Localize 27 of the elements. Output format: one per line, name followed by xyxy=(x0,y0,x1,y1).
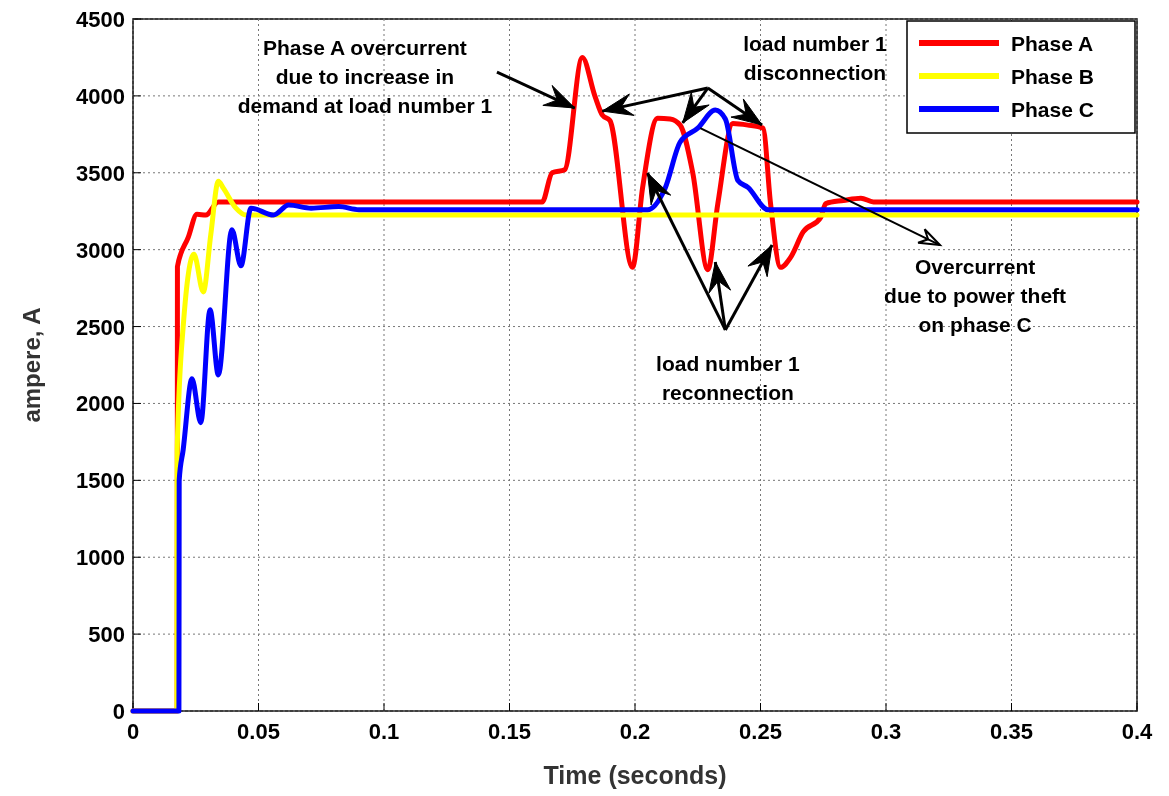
y-tick-label: 2500 xyxy=(76,314,125,340)
x-tick-label: 0.25 xyxy=(739,719,782,744)
x-tick-label: 0.1 xyxy=(368,719,400,744)
x-tick-label: 0.3 xyxy=(870,719,902,744)
y-tick-label: 4000 xyxy=(76,83,125,109)
x-tick-label: 0.2 xyxy=(619,719,651,744)
y-tick-label: 1500 xyxy=(76,468,125,494)
x-tick-label: 0.15 xyxy=(488,719,531,744)
annotation: load number 1 disconnection xyxy=(743,32,888,85)
x-tick-label: 0.05 xyxy=(237,719,280,744)
y-tick-label: 1000 xyxy=(76,545,125,571)
x-tick-label: 0.4 xyxy=(1121,719,1154,744)
x-tick-label: 0.35 xyxy=(990,719,1033,744)
annotation: load number 1 reconnection xyxy=(656,352,800,405)
legend-label: Phase A xyxy=(1011,32,1094,55)
y-tick-label: 500 xyxy=(88,622,125,648)
legend-label: Phase C xyxy=(1011,98,1094,121)
y-tick-label: 2000 xyxy=(76,391,125,417)
x-axis-title: Time (seconds) xyxy=(543,761,727,789)
y-tick-label: 0 xyxy=(112,699,125,724)
annotation: Phase A overcurrent due to increase in demand at load number 1 xyxy=(237,35,493,117)
y-tick-label: 4500 xyxy=(76,7,125,32)
y-tick-label: 3000 xyxy=(76,237,125,263)
legend-label: Phase B xyxy=(1011,65,1094,88)
y-axis-title: ampere, A xyxy=(18,307,45,423)
y-tick-label: 3500 xyxy=(76,160,125,186)
annotation: Overcurrent due to power theft on phase C xyxy=(884,254,1067,336)
